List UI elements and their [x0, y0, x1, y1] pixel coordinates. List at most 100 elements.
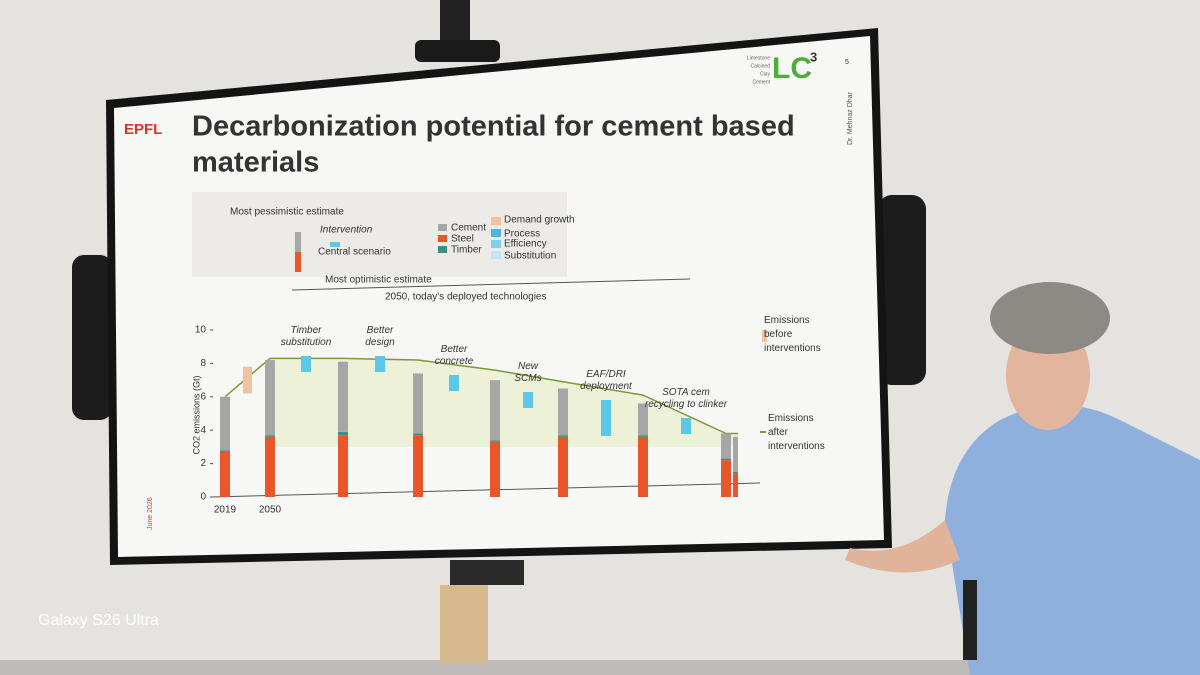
brand-mark: LC: [772, 52, 812, 85]
bar-segment: [338, 431, 348, 436]
bar-segment: [721, 458, 731, 461]
bar-segment: [558, 435, 568, 437]
key-axis: [291, 278, 691, 291]
stage-label: New SCMs: [514, 361, 541, 384]
bar-segment: [558, 436, 568, 497]
stage-label: Timber substitution: [281, 325, 332, 348]
bar-segment: [413, 433, 423, 436]
speaker-right: [878, 195, 926, 385]
y-tick-label: 6: [200, 391, 206, 402]
bar-segment: [265, 435, 275, 437]
box: [440, 585, 488, 663]
key-text: Intervention: [320, 225, 373, 236]
page-number: 5: [845, 59, 849, 66]
stage-label: Better design: [365, 325, 395, 348]
bar-segment: [338, 435, 348, 497]
legend-swatch: [762, 330, 767, 342]
presenter-arm: [845, 520, 960, 573]
key-swatch: [491, 217, 501, 225]
y-tick-label: 0: [200, 492, 206, 503]
title-line: materials: [192, 147, 319, 179]
bar-segment: [721, 433, 731, 459]
logo: EPFL: [124, 121, 162, 138]
device: [450, 560, 524, 585]
presenter-hair: [990, 282, 1110, 354]
bar-segment: [338, 361, 348, 432]
stage-label: EAF/DRI deployment: [580, 369, 633, 392]
y-axis-label: CO2 emissions (Gt): [191, 375, 201, 454]
stage-label: Better concrete: [435, 344, 474, 367]
bar-segment: [220, 450, 230, 452]
brand-line: Limestone: [747, 55, 770, 61]
intervention-marker: [301, 356, 311, 372]
author: Dr. Mehnaz Dhar: [847, 91, 854, 145]
bottle: [963, 580, 977, 660]
bar-segment: [220, 451, 230, 497]
x-label: 2019: [214, 505, 237, 516]
key-swatch: [330, 242, 340, 247]
bar-segment: [413, 435, 423, 497]
key-swatch: [438, 235, 447, 242]
presenter-shirt: [945, 405, 1200, 675]
bar-segment: [490, 441, 500, 497]
bar-segment: [721, 460, 731, 497]
key-text: Most pessimistic estimate: [230, 207, 344, 218]
bar-segment: [733, 471, 738, 474]
brand-line: Calcined: [751, 63, 771, 69]
key-text: Substitution: [504, 251, 556, 262]
legend-text: Emissions after interventions: [768, 413, 825, 452]
bar-segment: [265, 436, 275, 497]
stage-label: SOTA cem recycling to clinker: [645, 387, 728, 410]
intervention-marker: [601, 400, 611, 436]
key-swatch: [438, 246, 447, 253]
legend-text: Emissions before interventions: [764, 315, 821, 354]
y-tick-label: 2: [200, 458, 206, 469]
demand-marker: [243, 366, 252, 394]
camera-mount: [415, 40, 500, 62]
bar-segment: [638, 403, 648, 436]
key-text: Most optimistic estimate: [325, 275, 432, 286]
key-bar: [295, 252, 301, 272]
bar-segment: [638, 435, 648, 437]
bar-segment: [220, 396, 230, 451]
key-text: Cement: [451, 223, 486, 234]
watermark: Galaxy S26 Ultra: [38, 612, 159, 629]
y-tick-label: 10: [195, 325, 207, 336]
y-tick-label: 4: [200, 425, 206, 436]
bar-segment: [638, 436, 648, 497]
key-text: 2050, today's deployed technologies: [385, 292, 546, 303]
key-text: Timber: [451, 245, 482, 256]
key-swatch: [491, 229, 501, 237]
intervention-marker: [449, 375, 459, 391]
title-line: Decarbonization potential for cement bas…: [192, 111, 795, 143]
key-text: Process: [504, 229, 540, 240]
brand-line: Cement: [752, 79, 770, 85]
table: [0, 660, 1200, 675]
key-swatch: [438, 224, 447, 231]
key-text: Steel: [451, 234, 474, 245]
x-label: 2050: [259, 505, 282, 516]
key-swatch: [491, 240, 501, 248]
key-text: Efficiency: [504, 239, 547, 250]
key-panel: [192, 192, 567, 277]
bar-segment: [558, 388, 568, 436]
intervention-marker: [681, 418, 691, 434]
key-text: Central scenario: [318, 247, 391, 258]
bar-segment: [733, 473, 738, 497]
bar-segment: [413, 373, 423, 434]
key-swatch: [491, 251, 501, 259]
y-tick-label: 8: [200, 358, 206, 369]
bar-segment: [490, 440, 500, 442]
key-text: Demand growth: [504, 215, 575, 226]
bar-segment: [733, 436, 738, 472]
line: [224, 357, 738, 435]
date: June 2026: [147, 497, 154, 530]
band: [270, 358, 738, 447]
brand-line: Clay: [760, 71, 771, 77]
camera: [440, 0, 470, 40]
x-axis: [211, 482, 761, 498]
intervention-marker: [375, 356, 385, 372]
speaker-left: [72, 255, 112, 420]
bar-segment: [490, 380, 500, 441]
